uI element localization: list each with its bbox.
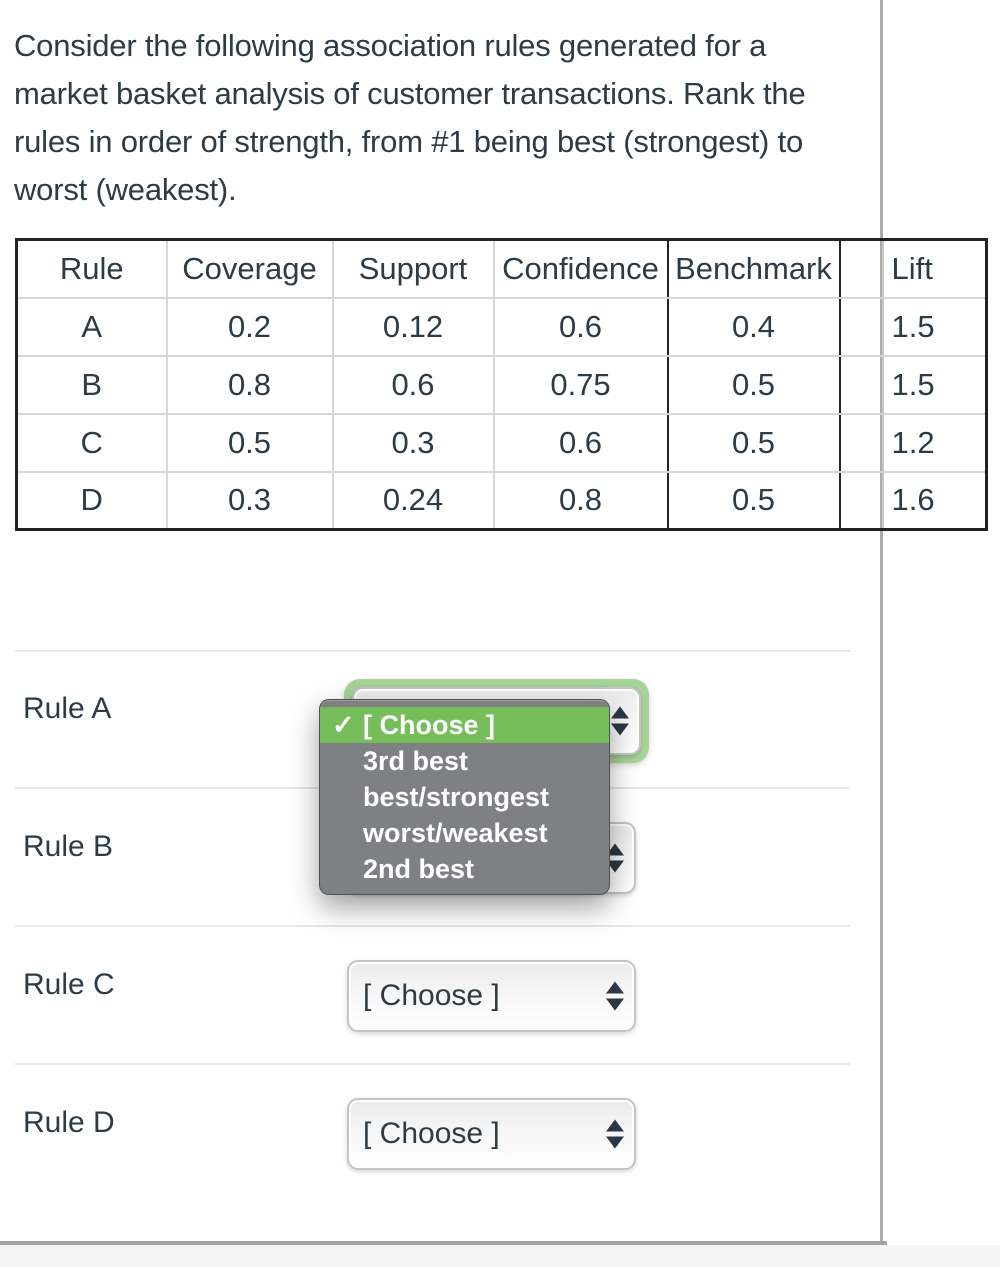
cell-benchmark: 0.5 [666,354,841,415]
dropdown-option-label: [ Choose ] [363,710,495,740]
col-header-lift: Lift [881,238,988,299]
table-spacer-cell [838,412,884,473]
row-divider [15,1063,850,1065]
page-background-strip [0,1245,1000,1267]
rule-b-label: Rule B [23,830,114,863]
rule-d-select[interactable]: [ Choose ] [347,1098,636,1170]
table-row: D 0.3 0.24 0.8 0.5 1.6 [15,470,988,531]
table-spacer-cell [838,354,884,415]
cell-rule: A [15,296,168,357]
rules-table: Rule Coverage Support Confidence Benchma… [15,238,988,531]
dropdown-option-3rd-best[interactable]: 3rd best [320,743,609,779]
table-row: B 0.8 0.6 0.75 0.5 1.5 [15,354,988,415]
col-header-confidence: Confidence [492,238,669,299]
dropdown-option-best-strongest[interactable]: best/strongest [320,779,609,815]
cell-coverage: 0.2 [165,296,334,357]
col-header-coverage: Coverage [165,238,334,299]
dropdown-option-label: best/strongest [363,782,550,812]
cell-support: 0.6 [331,354,495,415]
cell-coverage: 0.8 [165,354,334,415]
col-header-benchmark: Benchmark [666,238,841,299]
table-spacer-cell [838,296,884,357]
cell-benchmark: 0.5 [666,470,841,531]
question-text: Consider the following association rules… [14,28,806,207]
table-spacer-cell [838,238,884,299]
cell-confidence: 0.6 [492,412,669,473]
cell-confidence: 0.6 [492,296,669,357]
cell-lift: 1.5 [881,354,988,415]
check-icon: ✓ [332,710,355,740]
dropdown-option-label: 3rd best [363,746,469,776]
row-divider [15,650,850,652]
col-header-rule: Rule [15,238,168,299]
select-spinner-icon [611,706,629,736]
rule-a-label: Rule A [23,692,112,725]
dropdown-option-choose[interactable]: ✓ [ Choose ] [320,707,609,743]
cell-coverage: 0.5 [165,412,334,473]
select-spinner-icon [606,843,624,873]
row-divider [15,925,850,927]
table-header-row: Rule Coverage Support Confidence Benchma… [15,238,988,299]
select-spinner-icon [606,981,624,1011]
cell-coverage: 0.3 [165,470,334,531]
cell-confidence: 0.75 [492,354,669,415]
table-spacer-cell [838,470,884,531]
dropdown-option-2nd-best[interactable]: 2nd best [320,851,609,887]
col-header-support: Support [331,238,495,299]
cell-lift: 1.2 [881,412,988,473]
cell-confidence: 0.8 [492,470,669,531]
native-select-dropdown: ✓ [ Choose ] 3rd best best/strongest wor… [319,699,610,895]
rule-c-select-value: [ Choose ] [363,979,500,1012]
cell-support: 0.12 [331,296,495,357]
question-box-bottom-border [0,1241,887,1245]
cell-rule: B [15,354,168,415]
cell-lift: 1.5 [881,296,988,357]
cell-rule: D [15,470,168,531]
rule-c-label: Rule C [23,968,115,1001]
rule-d-select-value: [ Choose ] [363,1117,500,1150]
question-box-right-border [880,0,883,1243]
cell-rule: C [15,412,168,473]
table-row: C 0.5 0.3 0.6 0.5 1.2 [15,412,988,473]
dropdown-option-label: worst/weakest [363,818,548,848]
cell-support: 0.24 [331,470,495,531]
rule-c-select[interactable]: [ Choose ] [347,960,636,1032]
dropdown-option-label: 2nd best [363,854,475,884]
cell-support: 0.3 [331,412,495,473]
dropdown-option-worst-weakest[interactable]: worst/weakest [320,815,609,851]
cell-benchmark: 0.4 [666,296,841,357]
select-spinner-icon [606,1119,624,1149]
table-row: A 0.2 0.12 0.6 0.4 1.5 [15,296,988,357]
rule-d-label: Rule D [23,1106,115,1139]
cell-lift: 1.6 [881,470,988,531]
cell-benchmark: 0.5 [666,412,841,473]
